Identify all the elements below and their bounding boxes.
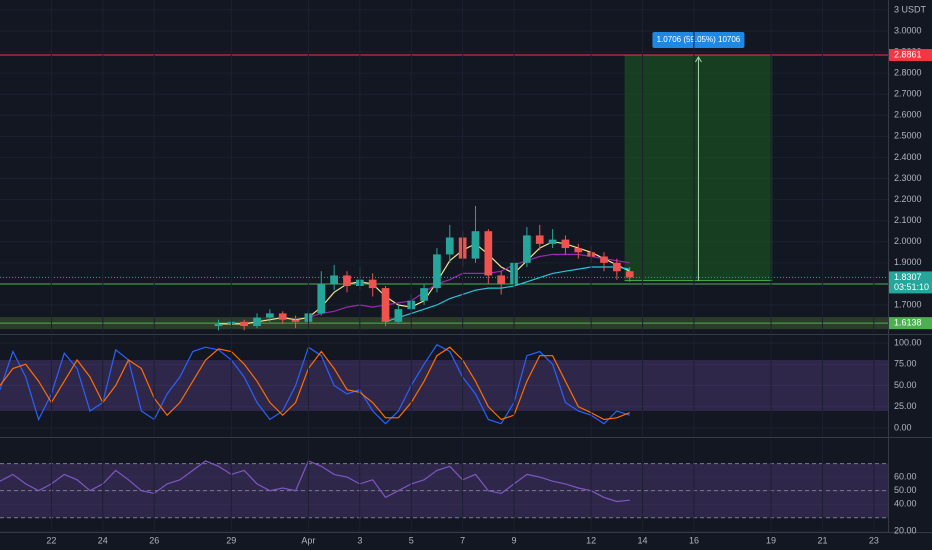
y-tick-label: 50.00	[894, 485, 917, 495]
level-label-bg	[889, 317, 932, 330]
x-tick-label: 26	[149, 535, 159, 545]
x-tick-label: 19	[766, 535, 776, 545]
candle-body	[548, 239, 557, 244]
candle-body	[420, 288, 428, 301]
candle-body	[600, 256, 608, 263]
x-tick-label: 16	[689, 535, 699, 545]
y-tick-label: 2.3000	[894, 173, 922, 183]
x-tick-label: 22	[46, 535, 56, 545]
candle-body	[278, 313, 287, 320]
y-tick-label: 3.0000	[894, 25, 922, 35]
candle-body	[394, 309, 403, 322]
candle-body	[574, 248, 583, 253]
candle-body	[445, 237, 454, 255]
pane	[0, 342, 888, 429]
candle-body	[561, 239, 570, 249]
y-tick-label: 50.00	[894, 380, 917, 390]
y-tick-label: 40.00	[894, 499, 917, 509]
candle-body	[266, 313, 274, 318]
series-line	[0, 343, 630, 425]
y-tick-label: 100.00	[894, 337, 922, 347]
candle-body	[433, 254, 441, 289]
y-tick-label: 60.00	[894, 472, 917, 482]
candle-body	[253, 317, 261, 327]
candle-body	[612, 262, 621, 272]
candle-body	[625, 271, 634, 278]
x-tick-label: 29	[226, 535, 236, 545]
y-tick-label: 1.9000	[894, 257, 922, 267]
x-tick-label: 12	[586, 535, 596, 545]
y-tick-label: 25.00	[894, 401, 917, 411]
candle-body	[535, 235, 544, 244]
y-tick-label: 2.0000	[894, 236, 922, 246]
y-tick-label: 2.1000	[894, 215, 922, 225]
x-tick-label: 7	[460, 535, 465, 545]
x-tick-label: 5	[409, 535, 414, 545]
series-line	[385, 266, 630, 323]
y-tick-label: 20.00	[894, 526, 917, 536]
candle-body	[214, 323, 223, 327]
band	[0, 359, 888, 411]
last-price-bg	[889, 271, 932, 294]
y-tick-label: 2.4000	[894, 152, 922, 162]
series-line	[0, 460, 630, 503]
level-label: 2.8861	[894, 49, 922, 59]
y-tick-label: 2.7000	[894, 89, 922, 99]
candle-body	[291, 319, 300, 322]
y-tick-label: 3 USDT	[894, 4, 927, 14]
x-tick-label: 23	[869, 535, 879, 545]
x-tick-label: Apr	[301, 535, 315, 545]
level-label-bg	[889, 48, 932, 61]
y-tick-label: 2.2000	[894, 194, 922, 204]
candle-body	[523, 235, 531, 263]
countdown-label: 03:51:10	[894, 282, 929, 292]
y-tick-label: 1.7000	[894, 299, 922, 309]
candle-body	[471, 231, 480, 259]
y-tick-label: 2.6000	[894, 110, 922, 120]
position-arrowhead	[695, 56, 702, 63]
y-tick-label: 0.00	[894, 422, 912, 432]
candle-body	[368, 279, 377, 289]
candle-body	[343, 275, 351, 287]
x-tick-label: 21	[817, 535, 827, 545]
series-line	[308, 253, 630, 319]
level-label: 1.6138	[894, 318, 922, 328]
pane	[0, 9, 888, 331]
candle-body	[381, 288, 390, 322]
x-tick-label: 3	[357, 535, 362, 545]
position-label-bg	[652, 31, 745, 48]
y-tick-label: 2.8000	[894, 68, 922, 78]
x-tick-label: 9	[512, 535, 517, 545]
x-tick-label: 14	[638, 535, 648, 545]
candle-body	[330, 275, 338, 284]
x-tick-label: 24	[98, 535, 108, 545]
candle-body	[484, 231, 493, 276]
last-price-label: 1.8307	[894, 272, 922, 282]
series-line	[0, 346, 630, 421]
candle-body	[317, 283, 326, 314]
candle-body	[240, 321, 249, 327]
y-tick-label: 75.00	[894, 359, 917, 369]
y-tick-label: 2.5000	[894, 131, 922, 141]
position-label: 1.0706 (59.05%) 10706	[657, 35, 741, 44]
candle-body	[497, 275, 506, 284]
pane	[0, 460, 888, 532]
